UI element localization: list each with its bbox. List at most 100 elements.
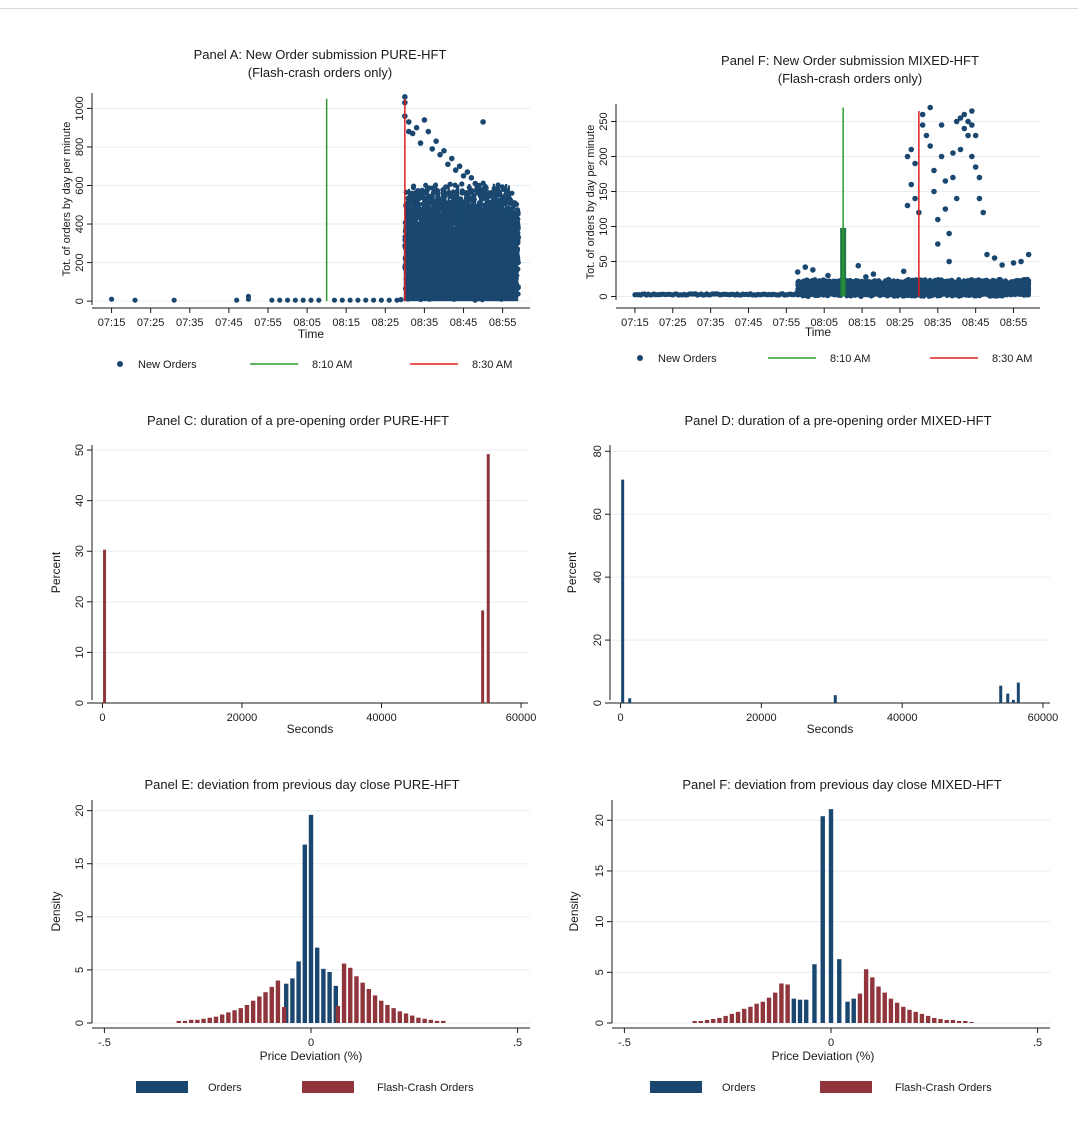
data-point [394,297,400,303]
y-tick-label: 50 [598,255,610,267]
data-point [499,196,506,202]
chart-title: Panel F: New Order submission MIXED-HFT [721,53,979,68]
data-point [509,190,515,196]
y-tick-label: 200 [598,147,610,165]
chart-subtitle: (Flash-crash orders only) [248,65,393,80]
x-tick-label: 08:15 [332,317,360,329]
top-divider [0,8,1078,9]
data-point [234,297,240,303]
y-tick-label: 100 [598,217,610,235]
data-point [429,146,436,152]
data-point [479,191,485,197]
data-point [405,119,412,125]
data-point [398,297,404,303]
legend-label-830: 8:30 AM [472,359,512,371]
data-point [417,140,424,146]
data-point [132,297,138,303]
x-axis-label: Time [298,327,325,341]
data-point [460,173,467,179]
data-point [476,182,482,189]
data-point [284,297,291,303]
data-point [171,297,177,303]
x-tick-label: 08:45 [962,317,990,329]
data-point [420,201,426,207]
data-point [413,124,420,131]
data-point [355,297,361,303]
data-point [292,297,298,303]
data-point [448,155,455,162]
y-tick-label: 150 [598,182,610,200]
data-point [421,190,427,196]
chart-svg: Panel F: New Order submission MIXED-HFT (… [585,53,1040,365]
y-tick-label: 1000 [74,96,86,120]
x-tick-label: 07:15 [98,317,126,329]
x-tick-label: 07:35 [697,317,725,329]
data-point [245,293,252,299]
panel-a-new-order-pure-hft: Panel A: New Order submission PURE-HFT (F… [0,38,540,383]
x-tick-label: 08:05 [293,317,321,329]
data-point [425,128,432,135]
x-tick-label: 08:15 [848,317,876,329]
y-tick-label: 400 [74,215,86,233]
data-point [445,161,451,168]
y-axis-label: Tot. of orders by day per minute [585,125,597,280]
data-point [456,163,463,170]
x-tick-label: 08:05 [810,317,838,329]
y-tick-label: 800 [74,138,86,156]
data-point [459,181,465,187]
data-point [459,198,465,204]
data-point [433,138,439,144]
data-point [922,277,928,283]
legend-label-810: 8:10 AM [312,359,352,371]
x-tick-label: 08:45 [450,317,478,329]
data-point [421,117,428,123]
panel-f-new-order-mixed-hft: Panel F: New Order submission MIXED-HFT (… [540,44,1078,384]
legend-label-new-orders: New Orders [138,359,197,371]
data-point [514,207,521,213]
data-point [499,184,505,190]
y-axis-label: Tot. of orders by day per minute [61,122,73,277]
data-point [347,297,353,303]
x-tick-label: 08:25 [886,317,914,329]
data-point [513,201,520,207]
y-tick-label: 250 [598,112,610,130]
x-tick-label: 07:15 [621,317,649,329]
data-point [452,167,459,173]
data-point [402,94,408,100]
data-point [363,297,369,303]
data-point [269,297,275,303]
data-point [437,151,443,158]
data-point [108,296,115,302]
chart-subtitle: (Flash-crash orders only) [778,71,923,86]
y-tick-label: 600 [74,176,86,194]
x-tick-label: 07:55 [254,317,282,329]
data-point [464,169,471,175]
x-tick-label: 07:25 [137,317,165,329]
data-point [475,190,481,196]
data-point [386,297,392,303]
x-tick-label: 08:35 [924,317,952,329]
data-point [495,182,501,188]
legend-marker-new-orders [117,361,123,367]
x-tick-label: 07:45 [735,317,763,329]
data-point [316,297,322,303]
y-tick-label: 200 [74,253,86,271]
data-point [339,297,345,303]
x-tick-label: 08:35 [411,317,439,329]
data-point [488,190,494,197]
x-tick-label: 07:45 [215,317,243,329]
data-point [443,184,449,190]
data-point [308,297,314,303]
y-tick-label: 0 [598,293,610,299]
data-point [331,297,338,303]
data-point [492,194,498,200]
series-new-orders [108,94,522,303]
data-point [277,297,283,303]
x-axis-label: Time [805,325,832,339]
data-point [416,201,422,207]
x-tick-label: 07:55 [773,317,801,329]
x-tick-label: 08:55 [489,317,517,329]
chart-title: Panel A: New Order submission PURE-HFT [194,47,447,62]
data-point [468,175,475,181]
y-tick-label: 0 [74,298,86,304]
